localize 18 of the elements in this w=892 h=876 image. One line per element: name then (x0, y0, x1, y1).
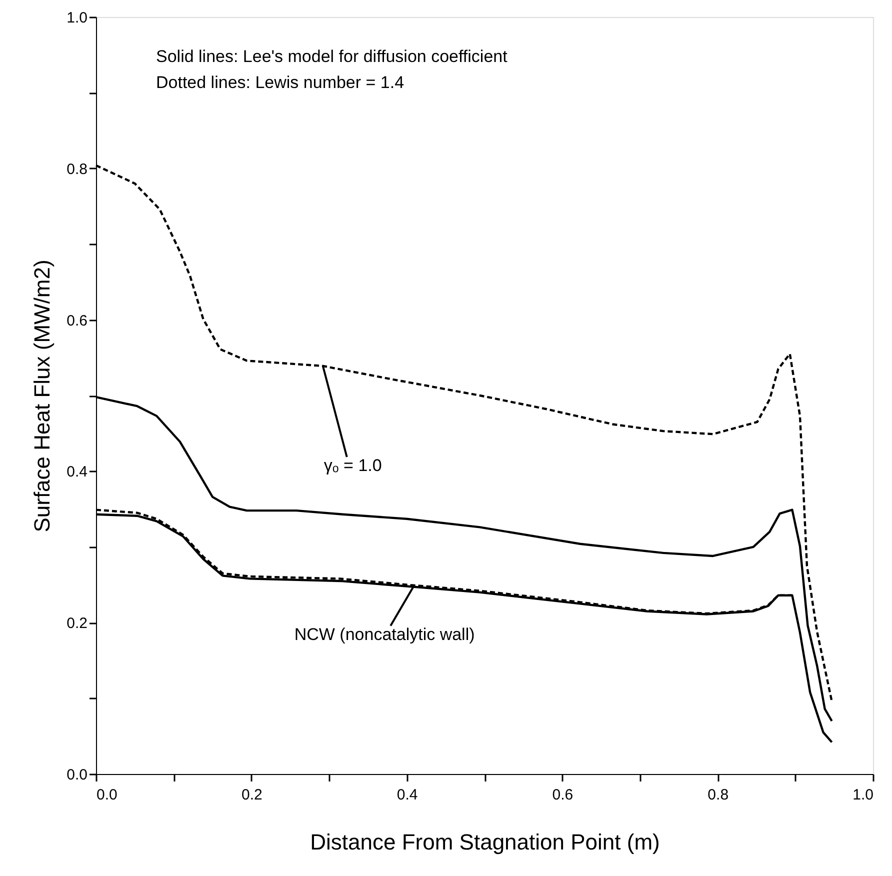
x-tick-label: 0.4 (396, 786, 418, 804)
y-tick-label: 0.4 (66, 464, 88, 481)
y-tick-label: 0.2 (66, 615, 88, 632)
y-tick-label: 0.8 (66, 160, 88, 178)
x-tick-label: 0.2 (241, 786, 262, 804)
x-tick-label: 0.0 (96, 786, 118, 804)
y-tick-label: 0.6 (66, 312, 88, 330)
annotation: NCW (noncatalytic wall) (294, 624, 475, 644)
y-axis-title: Surface Heat Flux (MW/m2) (30, 260, 55, 532)
annotation: Dotted lines: Lewis number = 1.4 (156, 73, 404, 92)
annotation: Solid lines: Lee's model for diffusion coefficient (156, 47, 508, 66)
y-tick-label: 1.0 (66, 10, 88, 26)
annotation: γₒ = 1.0 (324, 456, 382, 475)
x-tick-label: 0.8 (708, 786, 729, 804)
x-tick-label: 0.6 (552, 786, 574, 804)
x-tick-label: 1.0 (852, 786, 874, 804)
y-tick-label: 0.0 (66, 766, 88, 784)
x-axis-title: Distance From Stagnation Point (m) (310, 830, 660, 854)
